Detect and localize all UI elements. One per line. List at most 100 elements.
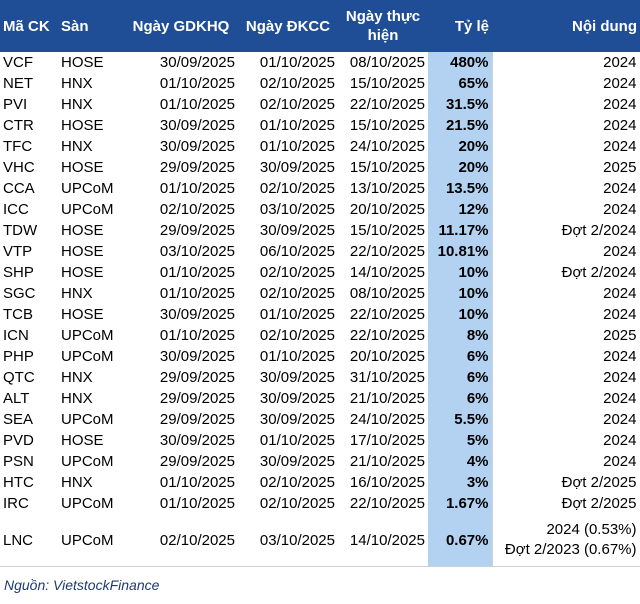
cell: HNX bbox=[61, 285, 93, 302]
table-row: PSN UPCoM 29/09/2025 30/09/2025 21/10/2025 4%… bbox=[0, 451, 640, 472]
cell: 20% bbox=[428, 136, 492, 157]
cell: 31.5% bbox=[428, 94, 492, 115]
cell: 2024 bbox=[491, 409, 640, 430]
table-row: ICN UPCoM 01/10/2025 02/10/2025 22/10/2025 8%… bbox=[0, 325, 640, 346]
cell: 02/10/2025 bbox=[259, 474, 335, 491]
cell: UPCoM bbox=[61, 453, 114, 470]
cell: 01/10/2025 bbox=[259, 117, 335, 134]
cell: 2024 bbox=[491, 115, 640, 136]
table-row: QTC HNX 29/09/2025 30/09/2025 31/10/2025 6% 20… bbox=[0, 367, 640, 388]
cell: HOSE bbox=[61, 117, 104, 134]
cell: 15/10/2025 bbox=[349, 117, 425, 134]
cell: 2024 bbox=[491, 451, 640, 472]
table-row: NET HNX 01/10/2025 02/10/2025 15/10/2025 65% 2… bbox=[0, 73, 640, 94]
cell: 15/10/2025 bbox=[349, 159, 425, 176]
cell: QTC bbox=[3, 369, 35, 386]
cell-line: Đợt 2/2023 (0.67%) bbox=[504, 541, 637, 558]
cell: TDW bbox=[3, 222, 38, 239]
column-header: Nội dung bbox=[492, 0, 640, 52]
cell: 8% bbox=[428, 325, 492, 346]
cell: 30/09/2025 bbox=[159, 54, 235, 71]
table-row: TFC HNX 30/09/2025 01/10/2025 24/10/2025 20% 2… bbox=[0, 136, 640, 157]
cell: SEA bbox=[3, 411, 34, 428]
cell-line: 2024 (0.53%) bbox=[546, 521, 637, 538]
cell: Đợt 2/2025 bbox=[491, 472, 640, 493]
cell: TFC bbox=[3, 138, 33, 155]
cell: 12% bbox=[428, 199, 492, 220]
cell: HNX bbox=[61, 474, 93, 491]
cell: 01/10/2025 bbox=[259, 138, 335, 155]
cell: UPCoM bbox=[61, 201, 114, 218]
cell: 21/10/2025 bbox=[349, 453, 425, 470]
cell: 30/09/2025 bbox=[159, 117, 235, 134]
cell: UPCoM bbox=[61, 495, 114, 512]
cell: 01/10/2025 bbox=[259, 54, 335, 71]
cell: 01/10/2025 bbox=[159, 264, 235, 281]
cell: 4% bbox=[428, 451, 492, 472]
column-header: Tỷ lệ bbox=[428, 0, 492, 52]
cell: 2024 bbox=[491, 52, 640, 73]
cell: HOSE bbox=[61, 306, 104, 323]
table-row: SGC HNX 01/10/2025 02/10/2025 08/10/2025 10% 2… bbox=[0, 283, 640, 304]
cell: 15/10/2025 bbox=[349, 222, 425, 239]
cell: 15/10/2025 bbox=[349, 75, 425, 92]
cell: HTC bbox=[3, 474, 34, 491]
cell: 03/10/2025 bbox=[159, 243, 235, 260]
cell: SHP bbox=[3, 264, 34, 281]
cell: Đợt 2/2025 bbox=[491, 493, 640, 514]
table-row: VCF HOSE 30/09/2025 01/10/2025 08/10/2025 480… bbox=[0, 52, 640, 73]
column-header: Ngày ĐKCC bbox=[238, 0, 338, 52]
cell: 20/10/2025 bbox=[349, 348, 425, 365]
cell: 5% bbox=[428, 430, 492, 451]
cell: CCA bbox=[3, 180, 35, 197]
dividend-table: Mã CK Sàn Ngày GDKHQ Ngày ĐKCC Ngày thực hiệ… bbox=[0, 0, 640, 567]
cell: UPCoM bbox=[58, 514, 124, 567]
cell: HNX bbox=[61, 369, 93, 386]
cell: 2024 bbox=[491, 346, 640, 367]
cell: HOSE bbox=[61, 264, 104, 281]
cell: 29/09/2025 bbox=[159, 222, 235, 239]
cell: 2024 bbox=[491, 241, 640, 262]
cell: 22/10/2025 bbox=[349, 243, 425, 260]
cell: ICC bbox=[3, 201, 29, 218]
table-row: ALT HNX 29/09/2025 30/09/2025 21/10/2025 6% 20… bbox=[0, 388, 640, 409]
header-row: Mã CK Sàn Ngày GDKHQ Ngày ĐKCC Ngày thực hiệ… bbox=[0, 0, 640, 52]
table-row: PHP UPCoM 30/09/2025 01/10/2025 20/10/2025 6%… bbox=[0, 346, 640, 367]
cell: 30/09/2025 bbox=[159, 138, 235, 155]
cell: HNX bbox=[61, 75, 93, 92]
column-header: Mã CK bbox=[0, 0, 58, 52]
cell: 29/09/2025 bbox=[159, 453, 235, 470]
cell: 01/10/2025 bbox=[159, 180, 235, 197]
cell: 29/09/2025 bbox=[159, 390, 235, 407]
cell: 02/10/2025 bbox=[259, 180, 335, 197]
cell: 3% bbox=[428, 472, 492, 493]
cell: VHC bbox=[3, 159, 35, 176]
cell: UPCoM bbox=[61, 327, 114, 344]
cell: 02/10/2025 bbox=[259, 75, 335, 92]
cell: Đợt 2/2024 bbox=[491, 220, 640, 241]
cell: LNC bbox=[0, 514, 58, 567]
table-row: PVD HOSE 30/09/2025 01/10/2025 17/10/2025 5% 2… bbox=[0, 430, 640, 451]
cell: 0.67% bbox=[428, 514, 492, 567]
table-body: VCF HOSE 30/09/2025 01/10/2025 08/10/2025 480… bbox=[0, 52, 640, 567]
cell: 30/09/2025 bbox=[259, 369, 335, 386]
cell: 02/10/2025 bbox=[259, 327, 335, 344]
cell: 22/10/2025 bbox=[349, 327, 425, 344]
cell: HOSE bbox=[61, 432, 104, 449]
table-row: TCB HOSE 30/09/2025 01/10/2025 22/10/2025 10%… bbox=[0, 304, 640, 325]
cell: CTR bbox=[3, 117, 34, 134]
cell: PVD bbox=[3, 432, 34, 449]
cell: 20% bbox=[428, 157, 492, 178]
cell: VTP bbox=[3, 243, 33, 260]
cell: 13.5% bbox=[428, 178, 492, 199]
table-row: TDW HOSE 29/09/2025 30/09/2025 15/10/2025 11.… bbox=[0, 220, 640, 241]
cell: 2024 (0.53%) Đợt 2/2023 (0.67%) bbox=[491, 514, 640, 567]
cell: 22/10/2025 bbox=[349, 96, 425, 113]
cell: 2024 bbox=[491, 430, 640, 451]
cell: SGC bbox=[3, 285, 36, 302]
cell: HNX bbox=[61, 96, 93, 113]
cell: 24/10/2025 bbox=[349, 138, 425, 155]
cell: UPCoM bbox=[61, 348, 114, 365]
cell: 02/10/2025 bbox=[259, 96, 335, 113]
